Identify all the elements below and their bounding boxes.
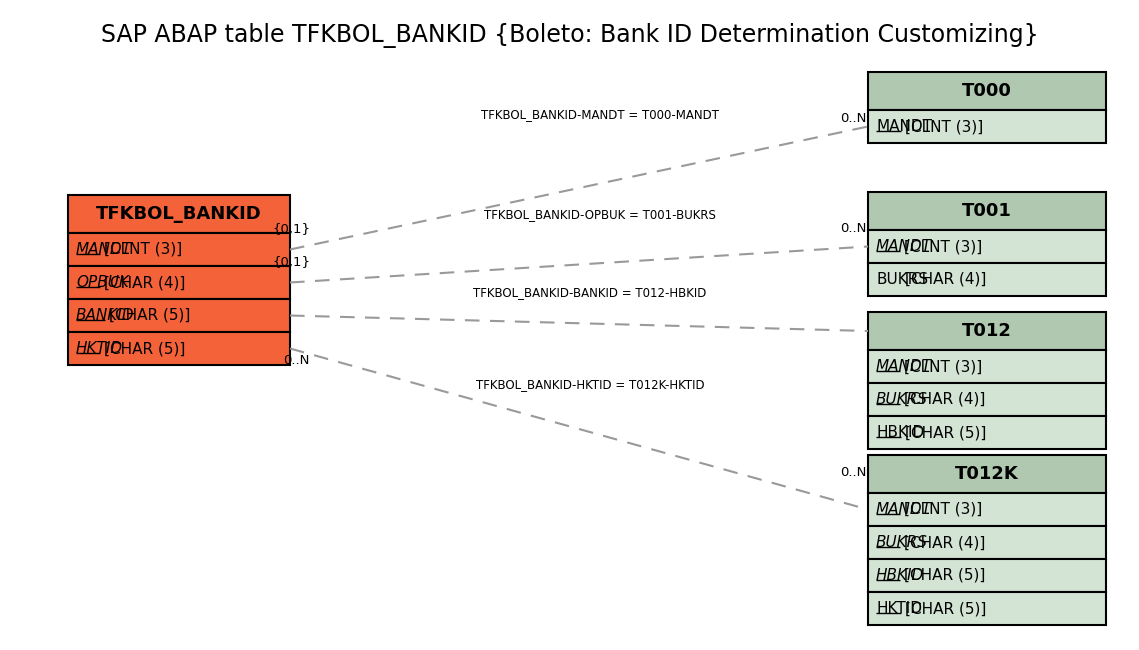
Text: HBKID: HBKID	[876, 568, 924, 583]
Text: [CHAR (5)]: [CHAR (5)]	[906, 425, 986, 440]
Bar	[868, 559, 1106, 592]
Text: 0..N: 0..N	[284, 354, 310, 367]
Bar	[68, 299, 290, 332]
Bar	[868, 192, 1106, 230]
Text: BANKID: BANKID	[76, 308, 134, 323]
Bar	[868, 592, 1106, 625]
Bar	[868, 312, 1106, 350]
Text: T012K: T012K	[956, 465, 1019, 483]
Bar	[868, 263, 1106, 296]
Text: MANDT: MANDT	[876, 239, 932, 254]
Text: HKTID: HKTID	[76, 341, 123, 356]
Text: [CLNT (3)]: [CLNT (3)]	[903, 239, 982, 254]
Text: 0..N: 0..N	[839, 465, 867, 478]
Bar	[868, 416, 1106, 449]
Text: MANDT: MANDT	[876, 359, 932, 374]
Text: [CHAR (4)]: [CHAR (4)]	[903, 392, 985, 407]
Text: MANDT: MANDT	[876, 502, 932, 517]
Bar	[68, 332, 290, 365]
Text: OPBUK: OPBUK	[76, 275, 129, 290]
Text: 0..N: 0..N	[839, 222, 867, 235]
Bar	[868, 493, 1106, 526]
Bar	[868, 383, 1106, 416]
Bar	[868, 230, 1106, 263]
Text: TFKBOL_BANKID-HKTID = T012K-HKTID: TFKBOL_BANKID-HKTID = T012K-HKTID	[476, 378, 704, 391]
Text: MANDT: MANDT	[76, 242, 132, 257]
Bar	[68, 195, 290, 233]
Text: T000: T000	[962, 82, 1011, 100]
Bar	[868, 72, 1106, 110]
Text: MANDT: MANDT	[876, 119, 932, 134]
Bar	[868, 455, 1106, 493]
Text: HKTID: HKTID	[876, 601, 921, 616]
Text: BUKRS: BUKRS	[876, 272, 928, 287]
Text: [CHAR (4)]: [CHAR (4)]	[906, 272, 986, 287]
Text: [CLNT (3)]: [CLNT (3)]	[903, 359, 982, 374]
Text: TFKBOL_BANKID-OPBUK = T001-BUKRS: TFKBOL_BANKID-OPBUK = T001-BUKRS	[484, 209, 716, 222]
Text: T001: T001	[962, 202, 1011, 220]
Text: [CLNT (3)]: [CLNT (3)]	[906, 119, 983, 134]
Text: [CLNT (3)]: [CLNT (3)]	[104, 242, 182, 257]
Bar	[68, 233, 290, 266]
Bar	[868, 526, 1106, 559]
Text: [CHAR (5)]: [CHAR (5)]	[108, 308, 190, 323]
Text: T012: T012	[962, 322, 1011, 340]
Text: {0,1}: {0,1}	[272, 222, 310, 235]
Text: TFKBOL_BANKID-BANKID = T012-HBKID: TFKBOL_BANKID-BANKID = T012-HBKID	[474, 287, 706, 300]
Text: HBKID: HBKID	[876, 425, 924, 440]
Text: [CHAR (4)]: [CHAR (4)]	[903, 535, 985, 550]
Text: 0..N: 0..N	[839, 112, 867, 125]
Bar	[68, 266, 290, 299]
Text: BUKRS: BUKRS	[876, 392, 928, 407]
Bar	[868, 110, 1106, 143]
Text: TFKBOL_BANKID: TFKBOL_BANKID	[96, 205, 262, 223]
Text: TFKBOL_BANKID-MANDT = T000-MANDT: TFKBOL_BANKID-MANDT = T000-MANDT	[481, 109, 719, 122]
Text: BUKRS: BUKRS	[876, 535, 928, 550]
Text: [CHAR (5)]: [CHAR (5)]	[903, 568, 985, 583]
Text: {0,1}: {0,1}	[272, 255, 310, 268]
Text: [CLNT (3)]: [CLNT (3)]	[903, 502, 982, 517]
Text: [CHAR (5)]: [CHAR (5)]	[104, 341, 186, 356]
Text: SAP ABAP table TFKBOL_BANKID {Boleto: Bank ID Determination Customizing}: SAP ABAP table TFKBOL_BANKID {Boleto: Ba…	[101, 23, 1039, 47]
Text: [CHAR (4)]: [CHAR (4)]	[104, 275, 186, 290]
Text: [CHAR (5)]: [CHAR (5)]	[906, 601, 986, 616]
Bar	[868, 350, 1106, 383]
